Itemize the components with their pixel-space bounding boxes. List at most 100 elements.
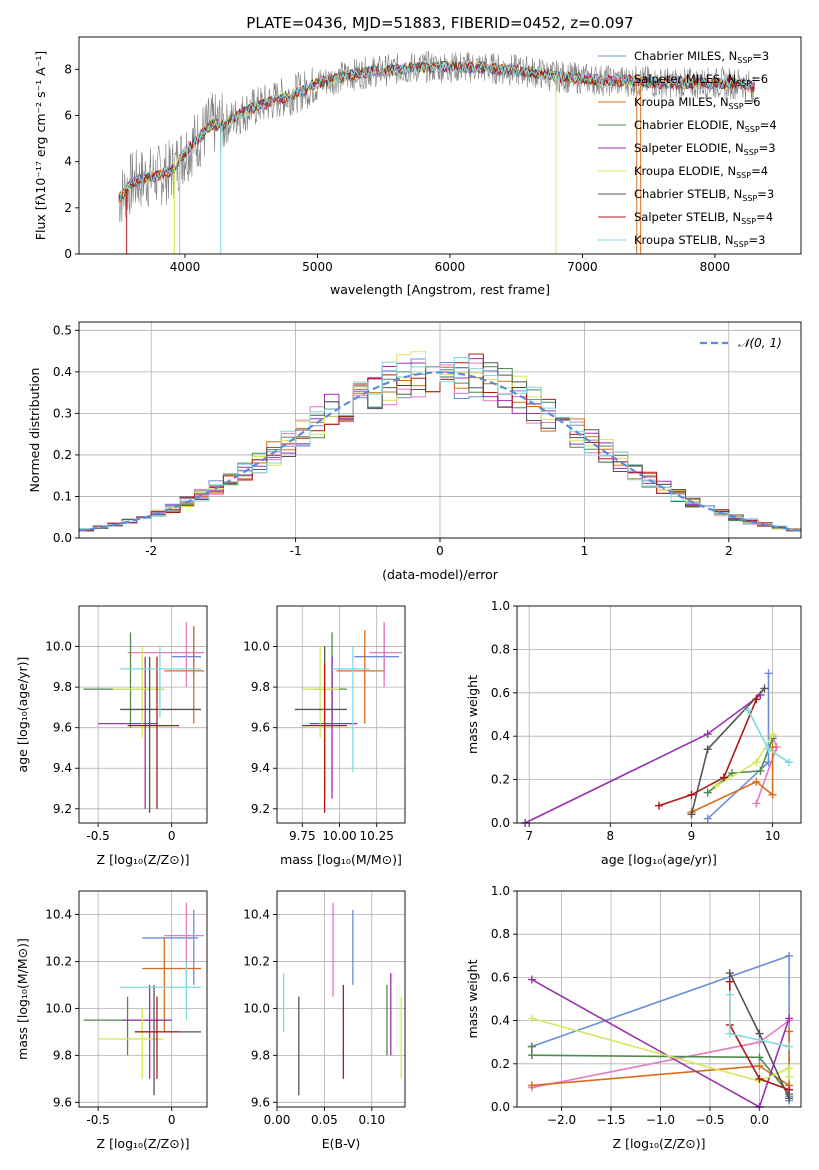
weight_vs_age-ytick-label-5: 1.0 (491, 599, 510, 613)
mass_vs_ebv-grid (276, 891, 405, 1107)
weight_vs_age-marker-7-3 (752, 695, 761, 704)
weight_vs_age-xtick-label-3: 10 (765, 829, 780, 843)
weight_vs_Z-marker-2-1 (755, 1061, 764, 1070)
spectrum-xtick-label-0: 4000 (170, 260, 201, 274)
age_vs_mass-ytick-label-4: 10.0 (243, 640, 270, 654)
legend-tail: =4 (760, 118, 777, 132)
mass_vs_ebv-ytick-label-2: 10.0 (243, 1001, 270, 1015)
mass_vs_ebv-ytick-label-0: 9.6 (251, 1095, 270, 1109)
weight_vs_Z-lines (527, 951, 794, 1111)
legend-sub: SSP (742, 194, 757, 203)
spectrum-ytick-label-3: 6 (64, 108, 72, 122)
age_vs_Z-axes: -0.5 0 9.2 9.4 9.6 9.8 10.0 (45, 606, 207, 843)
legend-sub: SSP (736, 171, 751, 180)
weight_vs_age-marker-8-0 (744, 706, 753, 715)
mass_vs_ebv-axes: 0.00 0.05 0.10 9.6 9.8 10.0 10.2 10.4 (243, 891, 405, 1127)
weight_vs_Z-xlabel: Z [log₁₀(Z/Z⊙)] (613, 1136, 706, 1151)
spectrum-ytick-label-4: 8 (64, 62, 72, 76)
weight_vs_Z-ytick-label-5: 1.0 (491, 884, 510, 898)
mass_vs_ebv-xtick-label-2: 0.10 (358, 1113, 385, 1127)
legend-sub: SSP (737, 56, 752, 65)
weight_vs_age-marker-7-2 (719, 773, 728, 782)
weight_vs_Z-marker-8-0 (725, 990, 734, 999)
mass_vs_ebv-points (282, 902, 402, 1096)
weight_vs_age-marker-7-0 (655, 801, 663, 810)
weight_vs_Z-marker-4-0 (527, 975, 536, 984)
mass_vs_Z-xtick-label-1: 0 (168, 1113, 176, 1127)
spectrum-legend-label-3: Chabrier ELODIE, NSSP=4 (634, 118, 777, 134)
mass_vs_Z-ytick-label-0: 9.6 (53, 1095, 72, 1109)
mass_vs_Z-ytick-label-4: 10.4 (45, 907, 72, 921)
weight_vs_age-xtick-label-2: 9 (688, 829, 696, 843)
age_vs_Z-xlabel: Z [log₁₀(Z/Z⊙)] (97, 852, 190, 867)
weight_vs_age-ytick-label-0: 0.0 (491, 816, 510, 830)
legend-sub: SSP (734, 240, 749, 249)
spectrum-ylabel: Flux [fλ10⁻¹⁷ erg cm⁻² s⁻¹ A⁻¹] (33, 51, 48, 240)
age_vs_mass-ytick-label-3: 9.8 (251, 680, 270, 694)
weight_vs_Z-marker-2-3 (785, 1027, 794, 1036)
residuals-gaussian-line (79, 371, 801, 532)
legend-tail: =6 (744, 95, 761, 109)
mass_vs_Z-xlabel: Z [log₁₀(Z/Z⊙)] (97, 1136, 190, 1151)
weight_vs_Z-series-3 (531, 1046, 790, 1095)
weight_vs_age-marker-0-0 (703, 814, 712, 823)
weight_vs_Z-xtick-label-1: −1.5 (596, 1113, 625, 1127)
residuals-ytick-label-5: 0.5 (53, 323, 72, 337)
weight_vs_age-ytick-label-2: 0.4 (491, 729, 510, 743)
weight_vs_Z-marker-6-1 (755, 1029, 764, 1038)
age_vs_Z-frame (78, 605, 208, 824)
weight_vs_Z-marker-5-3 (785, 1072, 794, 1081)
spectrum-xtick-label-3: 7000 (567, 260, 598, 274)
spectrum-legend-label-0: Chabrier MILES, NSSP=3 (634, 49, 769, 65)
residuals-legend-label: 𝒩(0, 1) (738, 336, 782, 350)
legend-main: Salpeter STELIB, N (634, 210, 741, 224)
age_vs_Z-grid (79, 606, 207, 823)
mass_vs_ebv-xtick-label-0: 0.00 (264, 1113, 291, 1127)
age_vs_Z-xtick-label-0: -0.5 (86, 829, 109, 843)
mass_vs_Z-xtick-label-0: -0.5 (86, 1113, 109, 1127)
legend-tail: =3 (749, 233, 766, 247)
spectrum-model-line-8 (118, 60, 755, 201)
mass_vs_ebv-ytick-label-1: 9.8 (251, 1048, 270, 1062)
spectrum-ytick-label-0: 0 (64, 247, 72, 261)
legend-tail: =6 (751, 72, 768, 86)
spectrum-plot-area (118, 50, 756, 254)
weight_vs_age-marker-2-2 (768, 790, 777, 799)
spectrum-xlabel: wavelength [Angstrom, rest frame] (330, 282, 550, 297)
legend-main: Kroupa ELODIE, N (634, 164, 736, 178)
weight_vs_Z-marker-0-1 (785, 951, 794, 960)
age_vs_Z-ytick-label-0: 9.2 (53, 802, 72, 816)
weight_vs_Z-ytick-label-1: 0.2 (491, 1057, 510, 1071)
mass_vs_ebv-xtick-label-1: 0.05 (311, 1113, 338, 1127)
spectrum-ytick-label-1: 2 (64, 201, 72, 215)
weight_vs_age-lines (521, 669, 793, 827)
weight_vs_Z-marker-6-2 (785, 1094, 794, 1103)
age_vs_Z-ytick-label-3: 9.8 (53, 680, 72, 694)
age_vs_mass-axes: 9.75 10.00 10.25 9.2 9.4 9.6 9.8 10.0 (243, 606, 405, 843)
weight_vs_age-ylabel: mass weight (465, 675, 480, 754)
legend-main: Salpeter MILES, N (634, 72, 736, 86)
age_vs_mass-ytick-label-2: 9.6 (251, 721, 270, 735)
residuals-ylabel: Normed distribution (27, 368, 42, 493)
residuals-axes: -2 -1 0 1 2 0.0 0.1 0.2 0.3 0.4 0.5 (53, 322, 801, 558)
residuals-ytick-label-0: 0.0 (53, 531, 72, 545)
spectrum-legend-label-1: Salpeter MILES, NSSP=6 (634, 72, 768, 88)
mass_vs_ebv-ytick-label-4: 10.4 (243, 907, 270, 921)
spectrum-legend-label-5: Kroupa ELODIE, NSSP=4 (634, 164, 768, 180)
legend-tail: =4 (751, 164, 768, 178)
weight_vs_Z-marker-3-2 (755, 1053, 764, 1062)
weight_vs_Z-frame (516, 890, 802, 1108)
weight_vs_Z-marker-3-1 (527, 1051, 536, 1060)
weight_vs_Z-series-5 (531, 1017, 790, 1082)
weight_vs_age-grid (517, 605, 801, 824)
residuals-xtick-label-4: 2 (725, 544, 733, 558)
weight_vs_age-marker-0-2 (764, 669, 773, 678)
weight_vs_age-marker-4-1 (703, 730, 712, 739)
spectrum-legend-label-8: Kroupa STELIB, NSSP=3 (634, 233, 765, 249)
age_vs_Z-ylabel: age [log₁₀(age/yr)] (15, 657, 30, 773)
residuals-ytick-label-3: 0.3 (53, 406, 72, 420)
mass_vs_Z-ytick-label-3: 10.2 (45, 954, 72, 968)
age_vs_Z-ytick-label-2: 9.6 (53, 721, 72, 735)
